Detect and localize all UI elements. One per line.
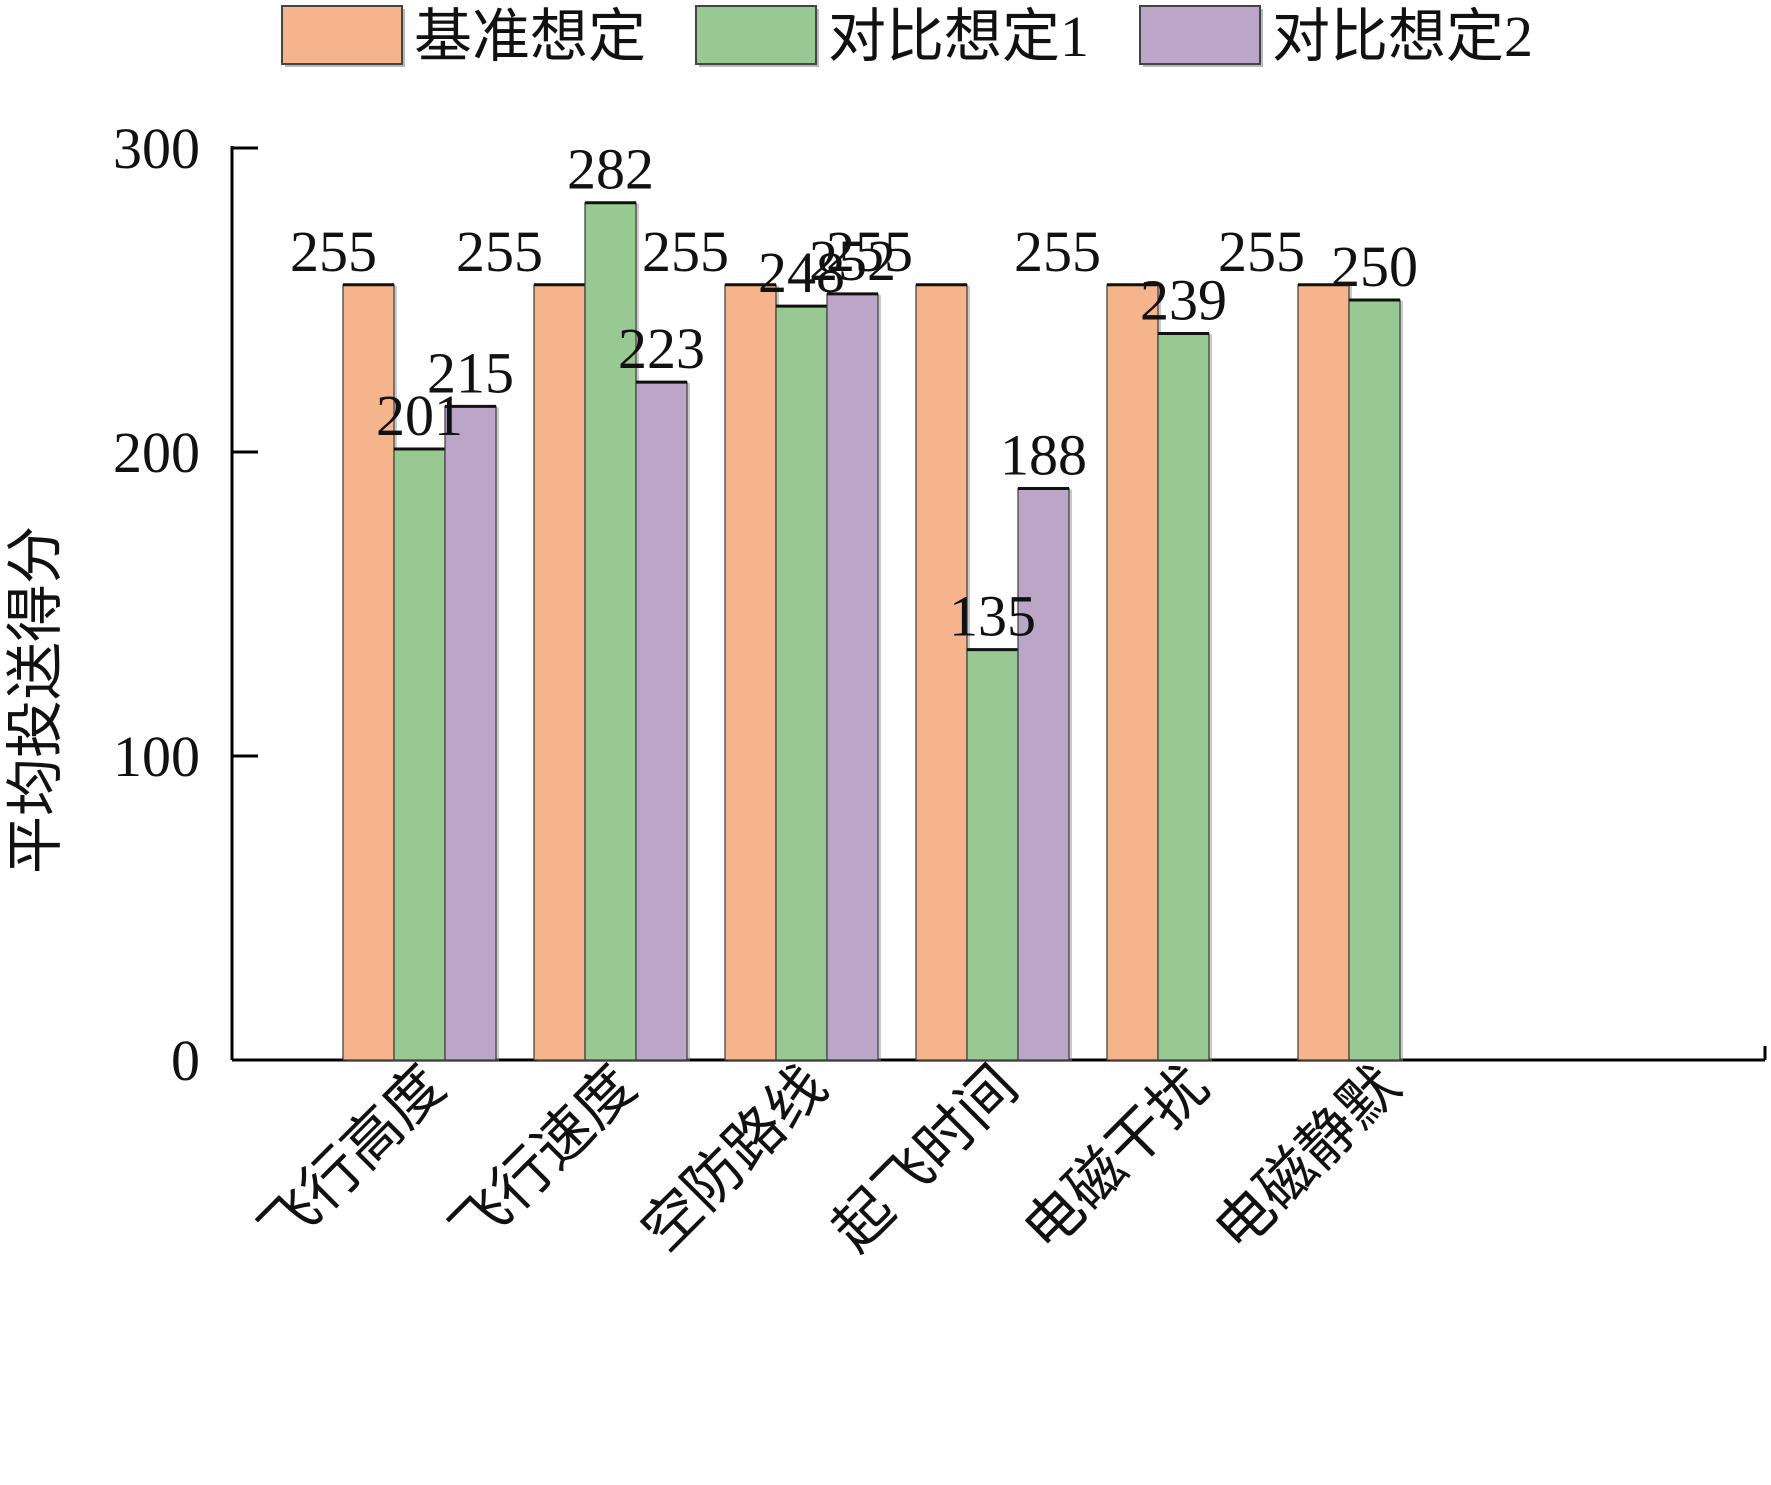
x-tick-label: 空防路线 (629, 1053, 839, 1263)
y-tick-label: 0 (171, 1028, 200, 1093)
data-label: 135 (949, 584, 1036, 649)
data-label: 282 (567, 137, 654, 202)
bar (1106, 284, 1159, 1061)
legend: 基准想定 对比想定1 对比想定2 (281, 4, 1533, 69)
y-axis-title: 平均投送得分 (3, 526, 68, 874)
data-label: 201 (376, 383, 463, 448)
data-label: 255 (456, 219, 543, 284)
legend-swatch (695, 5, 817, 65)
bar (724, 284, 777, 1061)
data-label: 223 (618, 316, 705, 381)
bar (1348, 299, 1401, 1061)
data-label: 215 (427, 340, 514, 405)
y-tick-label: 200 (113, 420, 200, 485)
bar (393, 448, 446, 1061)
bar (342, 284, 395, 1061)
x-tick-label: 飞行速度 (438, 1053, 648, 1263)
x-tick-label: 电磁干扰 (1011, 1053, 1221, 1263)
y-tick-label: 300 (113, 116, 200, 181)
legend-label: 基准想定 (414, 4, 646, 69)
bar (826, 293, 879, 1061)
data-label: 250 (1331, 234, 1418, 299)
bar (1297, 284, 1350, 1061)
data-label: 248 (758, 240, 845, 305)
legend-label: 对比想定1 (828, 4, 1089, 69)
data-label: 255 (1218, 219, 1305, 284)
data-label: 255 (826, 219, 913, 284)
x-tick-label: 起飞时间 (820, 1053, 1030, 1263)
data-label: 239 (1140, 267, 1227, 332)
legend-label: 对比想定2 (1272, 4, 1533, 69)
bar (533, 284, 586, 1061)
bar (775, 305, 828, 1061)
data-label: 255 (642, 219, 729, 284)
bar (635, 381, 688, 1061)
legend-swatch (1139, 5, 1261, 65)
data-label: 255 (1014, 219, 1101, 284)
x-tick-label: 电磁静默 (1202, 1053, 1412, 1263)
bar (444, 405, 497, 1061)
bars (342, 201, 1403, 1062)
bar (1017, 487, 1070, 1061)
data-label: 188 (1000, 422, 1087, 487)
data-label: 252 (809, 228, 896, 293)
bar (966, 648, 1019, 1061)
legend-swatch (281, 5, 403, 65)
data-label: 255 (290, 219, 377, 284)
x-tick-label: 飞行高度 (247, 1053, 457, 1263)
y-tick-label: 100 (113, 724, 200, 789)
bar (1157, 332, 1210, 1061)
bar (915, 284, 968, 1061)
bar (584, 202, 637, 1061)
